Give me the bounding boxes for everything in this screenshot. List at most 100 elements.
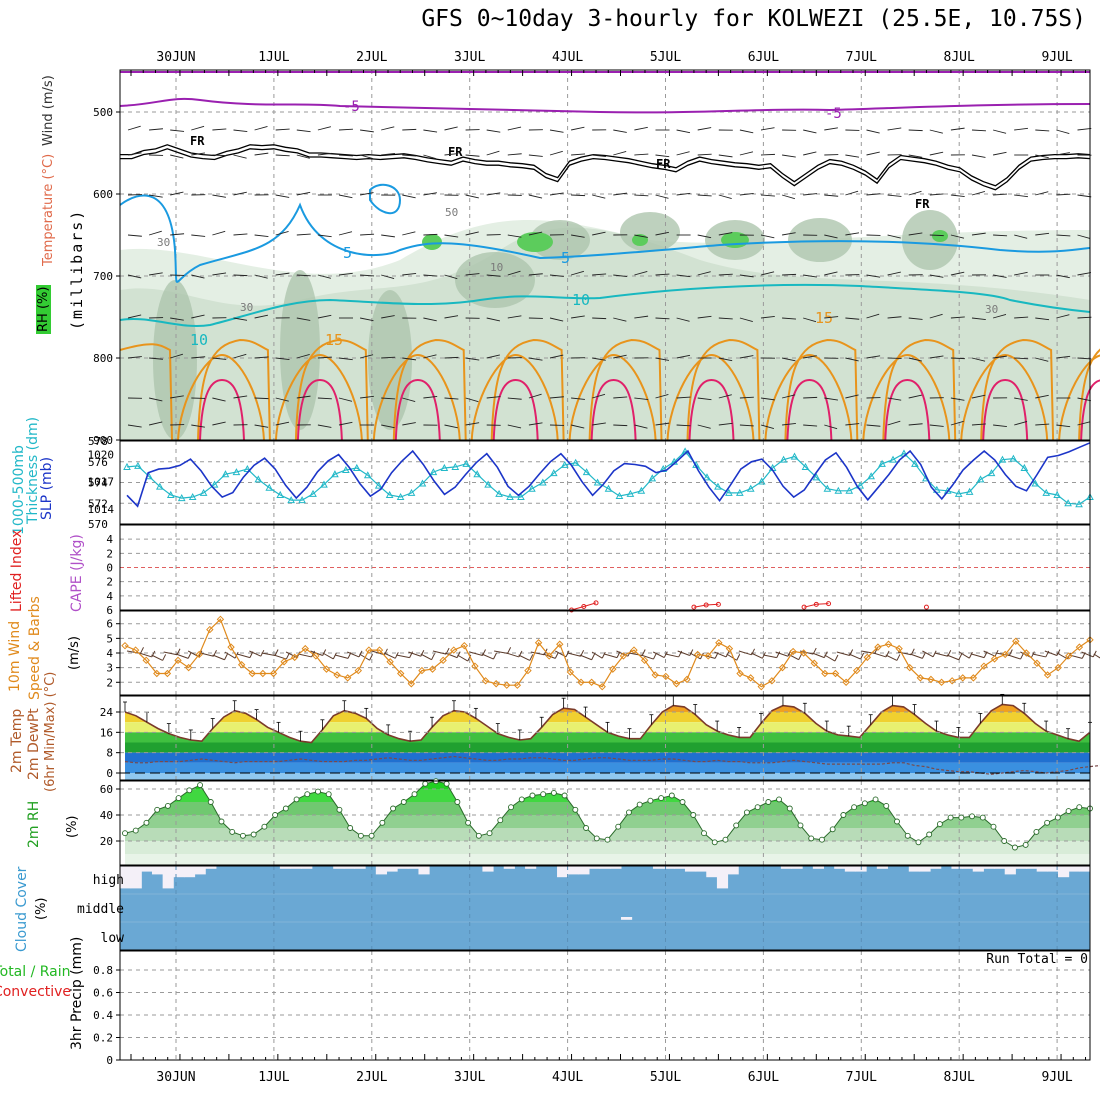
wind10-speed-marker bbox=[746, 674, 755, 682]
isotherm-20 bbox=[688, 378, 735, 441]
cloud-high-bar bbox=[407, 866, 419, 869]
cloud-label-a: Cloud Cover bbox=[14, 866, 30, 952]
lifted-index-marker bbox=[826, 601, 832, 607]
upper-wind-barb bbox=[824, 271, 838, 276]
y-tick-label: 60 bbox=[100, 783, 113, 796]
wind10-barb bbox=[334, 654, 349, 659]
rh2m-marker bbox=[357, 832, 364, 839]
wind10-speed-marker bbox=[630, 646, 638, 654]
upper-wind-barb bbox=[444, 397, 459, 400]
upper-wind-barb bbox=[212, 230, 226, 236]
upper-wind-barb bbox=[1014, 397, 1028, 401]
thickness-marker bbox=[582, 468, 591, 476]
upper-wind-barb bbox=[803, 355, 817, 359]
upper-wind-barb bbox=[993, 234, 1008, 237]
rh2m-marker bbox=[861, 800, 868, 807]
upper-wind-barb bbox=[697, 397, 712, 401]
upper-wind-barb bbox=[739, 355, 754, 359]
cloud-high-bar bbox=[567, 866, 579, 875]
rh2m-marker bbox=[486, 830, 493, 837]
thickness-marker bbox=[331, 470, 339, 478]
cloud-high-bar bbox=[375, 866, 387, 875]
cloud-high-bar bbox=[482, 866, 494, 872]
upper-wind-barb bbox=[655, 394, 669, 399]
wind10-barb-flag bbox=[358, 650, 363, 658]
wind10-barb bbox=[971, 653, 985, 659]
rh2m-marker bbox=[668, 792, 675, 799]
wind10-speed-marker bbox=[906, 663, 914, 672]
panel-frame bbox=[119, 440, 1091, 525]
upper-wind-barb bbox=[570, 424, 585, 429]
upper-wind-barb bbox=[613, 317, 627, 322]
wind10-speed-marker bbox=[354, 666, 363, 675]
upper-wind-barb bbox=[908, 357, 922, 362]
thickness-marker bbox=[637, 486, 646, 494]
thickness-marker bbox=[1053, 490, 1062, 498]
upper-wind-barb bbox=[782, 232, 796, 236]
wind10-speed-marker bbox=[1065, 652, 1073, 660]
upper-wind-barb bbox=[676, 192, 691, 196]
wind10-barb bbox=[224, 651, 236, 659]
thickness-marker bbox=[1042, 488, 1051, 496]
rh-contour-label: 30 bbox=[157, 236, 170, 249]
upper-wind-barb bbox=[634, 315, 649, 319]
wind10-barb bbox=[212, 654, 225, 661]
upper-wind-barb bbox=[360, 129, 374, 133]
rh2m-marker bbox=[261, 823, 268, 830]
isotherm-15-lobe bbox=[764, 353, 853, 441]
isotherm-15-lobe bbox=[960, 353, 1049, 441]
wind10-barb bbox=[530, 651, 545, 656]
upper-wind-barb bbox=[233, 129, 248, 133]
wind10-speed-marker bbox=[799, 649, 808, 657]
upper-wind-barb bbox=[1077, 272, 1092, 276]
upper-wind-barb bbox=[212, 421, 226, 426]
y-tick-label: 0.6 bbox=[93, 987, 113, 1000]
upper-wind-barb bbox=[760, 153, 775, 156]
upper-wind-barb bbox=[1077, 357, 1092, 360]
upper-wind-barb bbox=[486, 150, 500, 156]
rh2m-marker bbox=[304, 791, 311, 798]
rh2m-marker bbox=[465, 819, 472, 826]
rh2m-marker bbox=[958, 814, 965, 821]
upper-wind-barb bbox=[170, 154, 184, 159]
wind10-barb-flag bbox=[409, 651, 414, 658]
wind10-barb-flag bbox=[162, 654, 167, 661]
upper-wind-barb bbox=[507, 424, 522, 429]
upper-wind-barb bbox=[528, 154, 543, 157]
upper-wind-barb bbox=[191, 234, 206, 237]
upper-wind-barb bbox=[697, 153, 712, 156]
isotherm-label: 10 bbox=[190, 331, 208, 349]
wind10-barb-flag bbox=[565, 650, 570, 658]
wind10-barb-flag bbox=[332, 652, 337, 660]
upper-wind-barb bbox=[634, 234, 648, 238]
rh-shade-50 bbox=[902, 210, 958, 270]
thickness-tick-label: 578 bbox=[88, 435, 108, 448]
upper-wind-barb bbox=[296, 154, 310, 159]
cloud-high-bar bbox=[557, 866, 569, 878]
upper-wind-barb bbox=[1056, 152, 1070, 156]
wind10-speed-marker bbox=[768, 677, 776, 685]
thickness-marker bbox=[210, 480, 219, 488]
top-day-label: 7JUL bbox=[846, 50, 877, 65]
thickness-marker bbox=[648, 474, 657, 482]
rh2m-panel: 20 40 60 bbox=[100, 778, 1093, 866]
upper-wind-barb bbox=[739, 317, 753, 322]
upper-axis-label: (millibars) bbox=[68, 208, 86, 330]
temp2m-panel: 0 8 16 24 bbox=[100, 693, 1100, 781]
upper-wind-barb bbox=[486, 317, 501, 322]
upper-wind-barb bbox=[697, 315, 712, 319]
rh2m-label-b: (%) bbox=[65, 815, 80, 839]
upper-wind-barb bbox=[444, 424, 458, 429]
thickness-marker bbox=[1075, 500, 1083, 508]
upper-wind-barb bbox=[845, 394, 859, 399]
upper-wind-barb bbox=[127, 356, 142, 359]
rh2m-marker bbox=[647, 797, 654, 804]
thickness-marker bbox=[965, 487, 974, 495]
rh2m-marker bbox=[711, 839, 718, 846]
thickness-marker bbox=[812, 473, 821, 481]
top-day-label: 5JUL bbox=[650, 50, 681, 65]
thickness-marker bbox=[757, 477, 766, 485]
wind10-barb bbox=[249, 650, 262, 657]
wind10-speed-marker bbox=[789, 647, 797, 656]
wind10-speed-marker bbox=[142, 656, 150, 665]
